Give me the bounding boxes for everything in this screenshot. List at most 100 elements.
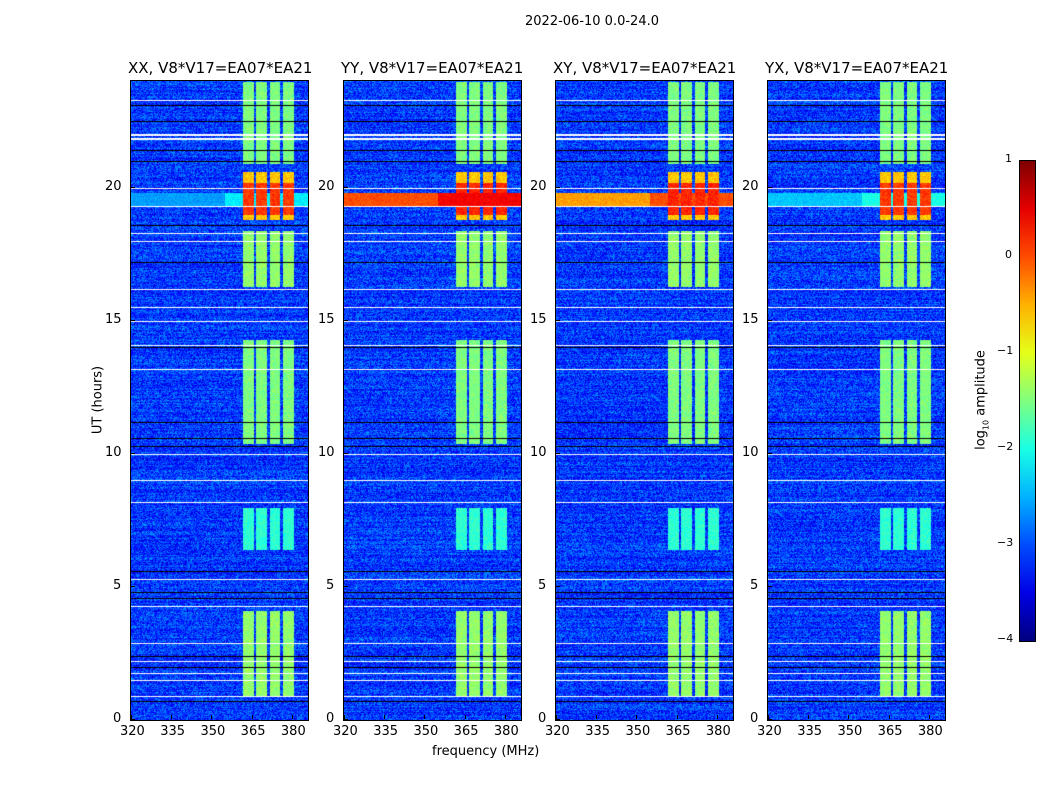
- x-tick-label: 335: [585, 724, 611, 739]
- figure-title: 2022-06-10 0.0-24.0: [525, 14, 659, 29]
- heatmap-image: [556, 81, 733, 720]
- x-tick: [808, 715, 810, 719]
- x-tick: [384, 715, 386, 719]
- x-tick: [636, 715, 638, 719]
- x-tick: [131, 715, 132, 719]
- x-tick-label: 380: [705, 724, 731, 739]
- x-tick-label: 350: [625, 724, 651, 739]
- x-tick-label: 365: [665, 724, 691, 739]
- y-tick: [131, 719, 135, 720]
- y-tick-label: 15: [742, 311, 759, 327]
- panel-title: XY, V8*V17=EA07*EA21: [553, 59, 737, 77]
- panel-title: YX, V8*V17=EA07*EA21: [765, 59, 949, 77]
- y-tick-label: 0: [750, 711, 759, 726]
- y-tick: [131, 585, 135, 587]
- x-tick: [716, 715, 718, 719]
- y-tick-label: 10: [530, 444, 547, 460]
- colorbar-label: log10 amplitude: [973, 350, 991, 450]
- x-tick-label: 335: [797, 724, 823, 739]
- x-tick-label: 335: [160, 724, 186, 739]
- x-tick: [556, 715, 557, 719]
- y-tick-label: 5: [113, 577, 122, 593]
- y-tick-label: 5: [326, 577, 335, 593]
- colorbar-tick-label: −3: [997, 536, 1014, 549]
- y-tick-label: 20: [105, 178, 122, 194]
- x-axis-label: frequency (MHz): [432, 744, 540, 759]
- y-tick: [344, 719, 348, 720]
- y-tick: [131, 452, 135, 454]
- spectrogram-panel-xy: [555, 80, 734, 721]
- x-tick: [888, 715, 890, 719]
- y-tick: [344, 319, 348, 321]
- y-tick: [556, 452, 560, 454]
- y-tick-label: 20: [318, 178, 335, 194]
- y-tick: [768, 452, 772, 454]
- x-tick: [424, 715, 426, 719]
- spectrogram-panel-yy: [343, 80, 522, 721]
- x-tick-label: 350: [413, 724, 439, 739]
- y-tick-label: 5: [538, 577, 547, 593]
- y-tick: [344, 585, 348, 587]
- x-tick-label: 335: [373, 724, 399, 739]
- colorbar-tick-label: −4: [997, 632, 1014, 645]
- y-tick: [344, 186, 348, 188]
- x-tick: [596, 715, 598, 719]
- y-tick: [768, 719, 772, 720]
- y-tick: [768, 186, 772, 188]
- x-tick-label: 320: [333, 724, 358, 739]
- y-tick: [556, 585, 560, 587]
- colorbar-tick-label: −1: [997, 344, 1014, 357]
- y-tick: [556, 186, 560, 188]
- x-tick: [464, 715, 466, 719]
- panel-title: XX, V8*V17=EA07*EA21: [128, 59, 313, 77]
- colorbar-tick-label: 0: [1005, 248, 1012, 261]
- x-tick: [171, 715, 173, 719]
- x-tick: [504, 715, 506, 719]
- x-tick-label: 320: [757, 724, 782, 739]
- y-tick: [131, 186, 135, 188]
- x-tick: [768, 715, 769, 719]
- y-tick-label: 15: [530, 311, 547, 327]
- x-tick: [848, 715, 850, 719]
- x-tick-label: 365: [877, 724, 903, 739]
- heatmap-image: [768, 81, 945, 720]
- y-tick-label: 10: [318, 444, 335, 460]
- y-tick-label: 15: [318, 311, 335, 327]
- spectrogram-panel-xx: [130, 80, 309, 721]
- x-tick-label: 350: [837, 724, 863, 739]
- y-tick-label: 20: [742, 178, 759, 194]
- y-tick: [556, 719, 560, 720]
- colorbar-tick-label: −2: [997, 440, 1014, 453]
- y-tick-label: 0: [538, 711, 547, 726]
- x-tick-label: 365: [240, 724, 266, 739]
- y-tick: [768, 319, 772, 321]
- heatmap-image: [131, 81, 308, 720]
- x-tick-label: 350: [200, 724, 226, 739]
- x-tick: [291, 715, 293, 719]
- colorbar-tick-label: 1: [1005, 152, 1012, 165]
- y-tick-label: 0: [326, 711, 335, 726]
- y-tick: [131, 319, 135, 321]
- y-tick-label: 20: [530, 178, 547, 194]
- x-tick-label: 380: [917, 724, 943, 739]
- heatmap-image: [344, 81, 521, 720]
- y-tick: [768, 585, 772, 587]
- y-tick-label: 10: [742, 444, 759, 460]
- x-tick-label: 365: [453, 724, 479, 739]
- y-tick-label: 10: [105, 444, 122, 460]
- x-tick: [344, 715, 345, 719]
- colorbar: [1019, 160, 1036, 642]
- y-tick-label: 5: [750, 577, 759, 593]
- x-tick: [211, 715, 213, 719]
- x-tick-label: 380: [280, 724, 306, 739]
- panel-title: YY, V8*V17=EA07*EA21: [341, 59, 524, 77]
- x-tick: [251, 715, 253, 719]
- x-tick: [928, 715, 930, 719]
- x-tick-label: 380: [493, 724, 519, 739]
- x-tick: [676, 715, 678, 719]
- y-tick-label: 0: [113, 711, 122, 726]
- spectrogram-panel-yx: [767, 80, 946, 721]
- x-tick-label: 320: [120, 724, 145, 739]
- x-tick-label: 320: [545, 724, 570, 739]
